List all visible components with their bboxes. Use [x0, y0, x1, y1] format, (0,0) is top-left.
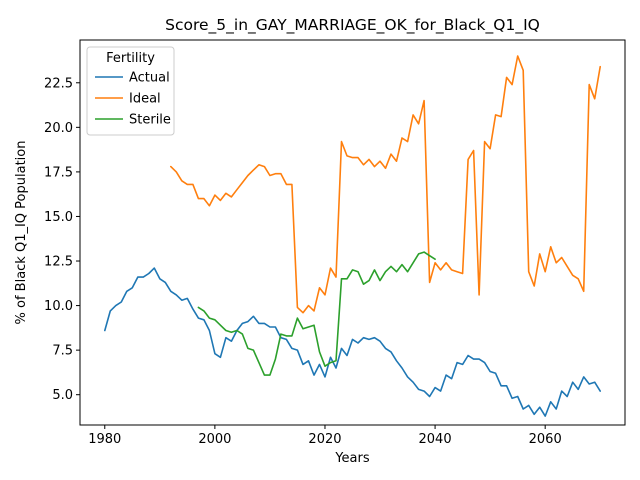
series-line-actual — [104, 267, 602, 417]
x-tick-label: 2000 — [198, 432, 231, 447]
y-tick-label: 17.5 — [44, 165, 73, 180]
y-tick-label: 5.0 — [52, 388, 73, 403]
y-tick-label: 22.5 — [44, 76, 73, 91]
x-tick-label: 1980 — [88, 432, 121, 447]
y-tick-label: 10.0 — [44, 299, 73, 314]
legend-entries: Actual Ideal Sterile — [95, 71, 171, 128]
x-tick-label: 2060 — [529, 432, 562, 447]
legend-label-sterile: Sterile — [129, 113, 171, 128]
series-line-ideal — [170, 55, 602, 314]
axis-ticks: 1980 2000 2020 2040 2060 5.0 7.5 10.0 12.5 15.0 17… — [44, 76, 562, 447]
series-line-sterile — [197, 251, 436, 376]
y-axis-label: % of Black Q1_IQ Population — [14, 141, 29, 325]
x-tick-label: 2020 — [308, 432, 341, 447]
legend: Fertility Actual Ideal Sterile — [86, 46, 175, 136]
x-tick-label: 2040 — [419, 432, 452, 447]
legend-label-actual: Actual — [129, 71, 170, 86]
y-tick-label: 7.5 — [52, 344, 73, 359]
y-tick-label: 12.5 — [44, 255, 73, 270]
legend-box — [86, 46, 175, 136]
y-tick-label: 20.0 — [44, 121, 73, 136]
chart-title: Score_5_in_GAY_MARRIAGE_OK_for_Black_Q1_… — [165, 16, 540, 35]
y-tick-label: 15.0 — [44, 210, 73, 225]
legend-title: Fertility — [106, 51, 155, 66]
x-axis-label: Years — [334, 451, 370, 466]
legend-label-ideal: Ideal — [129, 92, 161, 107]
plot-frame — [79, 39, 626, 426]
series-lines — [104, 55, 602, 417]
